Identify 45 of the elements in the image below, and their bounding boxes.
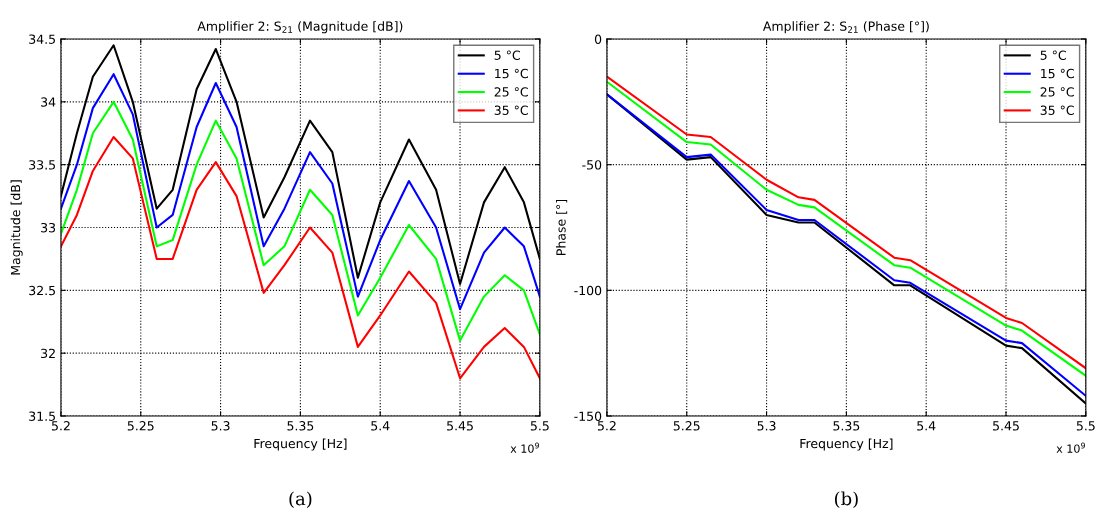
y-tick-label: -50	[582, 160, 602, 170]
x-tick-label: 5.5	[530, 421, 549, 431]
y-tick-label: 34.5	[29, 34, 55, 44]
text: x 10$^{9}$	[510, 442, 539, 453]
text: x 10$^{9}$	[1056, 442, 1085, 453]
x-axis-title: Frequency [Hz]	[800, 438, 893, 451]
x-tick-label: 5.45	[993, 421, 1019, 431]
y-axis-title: Phase [°]	[556, 199, 568, 255]
x-tick-label: 5.3	[211, 421, 230, 431]
x-tick-label: 5.2	[597, 421, 616, 431]
x-axis-title: Frequency [Hz]	[254, 438, 347, 451]
legend-label: 35 °C	[494, 105, 528, 115]
legend-label: 25 °C	[494, 87, 528, 97]
legend-label: 25 °C	[1040, 87, 1074, 97]
y-tick-label: 33	[41, 222, 56, 233]
y-tick-label: 32.5	[29, 285, 55, 296]
x-tick-label: 5.4	[371, 421, 390, 431]
y-tick-label: -150	[574, 411, 602, 421]
x-tick-label: 5.45	[447, 421, 473, 431]
text: (b)	[834, 491, 858, 508]
x-tick-label: 5.25	[673, 421, 700, 431]
y-tick-label: -100	[574, 285, 602, 296]
x-tick-label: 5.25	[127, 421, 154, 431]
y-axis-title: Magnitude [dB]	[10, 180, 23, 275]
legend-label: 15 °C	[1041, 68, 1074, 79]
x-tick-label: 5.4	[917, 421, 936, 431]
chart-title: Amplifier 2: S$_{21}$ (Magnitude [dB])	[197, 21, 403, 34]
line-series	[60, 100, 540, 342]
x-tick-label: 5.35	[833, 421, 860, 431]
y-tick-label: 33.5	[29, 160, 55, 170]
x-tick-label: 5.2	[51, 421, 70, 431]
y-tick-label: 31.5	[29, 411, 55, 421]
legend-label: 5 °C	[494, 50, 520, 60]
legend-label: 15 °C	[495, 68, 528, 79]
y-tick-label: 0	[594, 34, 602, 44]
legend-label: 5 °C	[1040, 50, 1066, 60]
y-tick-label: 34	[41, 97, 56, 107]
legend-label: 35 °C	[1040, 105, 1074, 115]
text: (a)	[289, 491, 312, 508]
line-series	[60, 135, 540, 380]
x-tick-label: 5.3	[757, 421, 776, 431]
x-tick-label: 5.35	[287, 421, 314, 431]
y-tick-label: 32	[41, 348, 55, 359]
chart-title: Amplifier 2: S$_{21}$ (Phase [°])	[762, 21, 929, 34]
x-tick-label: 5.5	[1076, 421, 1095, 431]
